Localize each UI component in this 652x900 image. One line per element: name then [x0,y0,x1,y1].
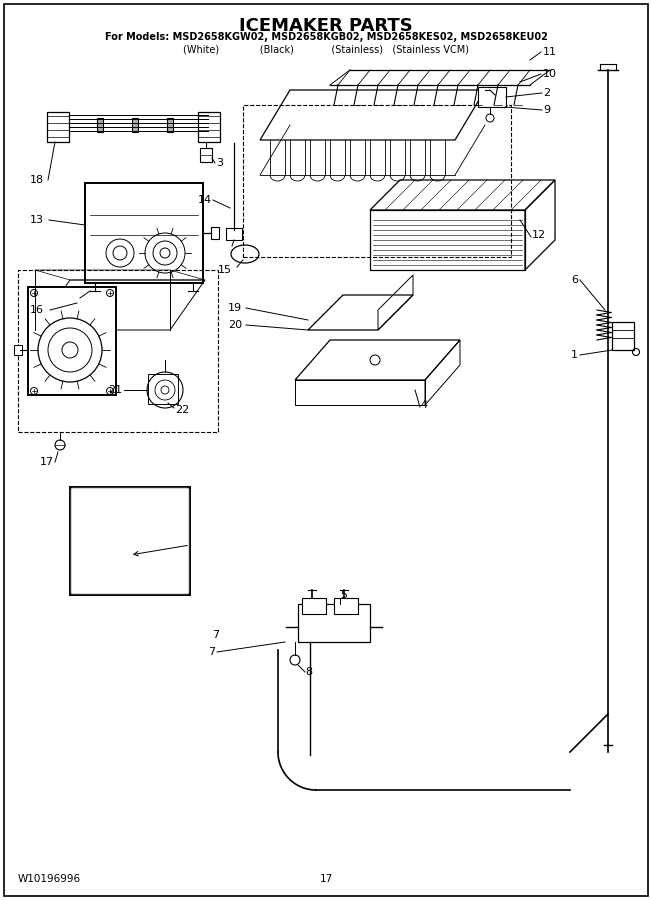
Ellipse shape [231,245,259,263]
Bar [132,118,138,132]
Text: 6: 6 [571,275,578,285]
Bar [478,87,506,107]
Text: (White)             (Black)            (Stainless)   (Stainless VCM): (White) (Black) (Stainless) (Stainless V… [183,44,469,54]
Bar [298,604,370,642]
Text: 17: 17 [319,874,333,884]
Text: 1: 1 [571,350,578,360]
Text: 2: 2 [543,88,550,98]
Bar [97,118,103,132]
Text: 3: 3 [216,158,223,168]
Bar [148,374,178,404]
Bar [47,112,69,142]
Bar [243,105,511,257]
Text: 13: 13 [30,215,44,225]
Bar [302,598,326,614]
Text: ICEMAKER PARTS: ICEMAKER PARTS [239,17,413,35]
Bar [167,118,173,132]
Bar [226,228,242,240]
Bar [70,487,190,595]
Text: 9: 9 [543,105,550,115]
Bar [612,322,634,350]
Text: 7: 7 [208,647,215,657]
Text: 12: 12 [532,230,546,240]
Text: 7: 7 [212,630,219,640]
Text: 11: 11 [543,47,557,57]
Bar [18,270,218,432]
Bar [28,287,116,395]
Bar [198,112,220,142]
Text: 22: 22 [175,405,189,415]
Bar [85,183,203,283]
Text: 14: 14 [198,195,212,205]
Bar [200,148,212,162]
Text: 15: 15 [218,265,232,275]
Text: 16: 16 [30,305,44,315]
Text: 10: 10 [543,69,557,79]
Text: 19: 19 [228,303,242,313]
Text: 17: 17 [40,457,54,467]
Text: 20: 20 [228,320,242,330]
Bar [211,227,219,239]
Text: 21: 21 [108,385,122,395]
Text: 18: 18 [30,175,44,185]
Text: For Models: MSD2658KGW02, MSD2658KGB02, MSD2658KES02, MSD2658KEU02: For Models: MSD2658KGW02, MSD2658KGB02, … [104,32,548,42]
Text: 4: 4 [420,400,427,410]
Bar [334,598,358,614]
Text: W10196996: W10196996 [18,874,81,884]
Text: 8: 8 [305,667,312,677]
Text: 5: 5 [340,590,347,600]
Bar [14,345,22,355]
